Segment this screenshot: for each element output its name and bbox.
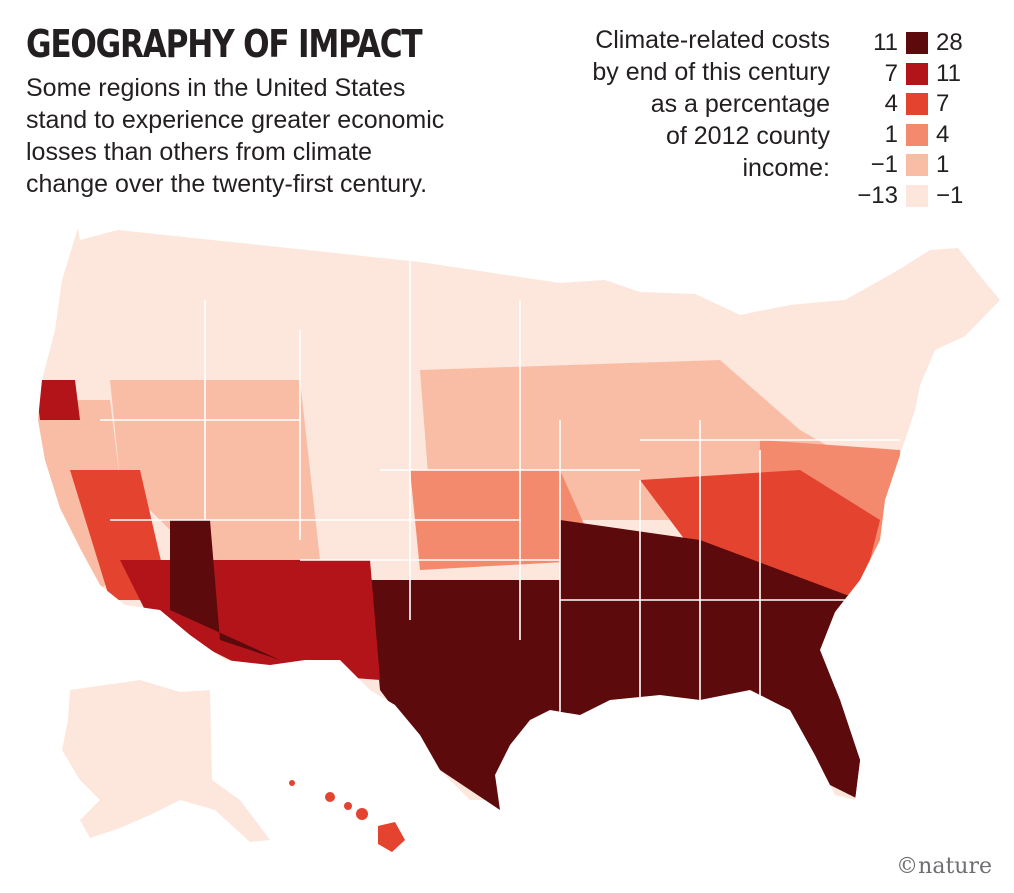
legend-high-value: 7: [936, 90, 950, 118]
state-borders: [100, 250, 900, 720]
subtitle-line: losses than others from climate: [26, 138, 372, 166]
subtitle-line: stand to experience greater economic: [26, 106, 445, 134]
subtitle: Some regions in the United States stand …: [26, 72, 526, 200]
legend-title-line: income:: [742, 154, 830, 182]
legend-swatch: [906, 154, 928, 177]
legend-row: −13 −1: [848, 181, 1008, 212]
map-region: [170, 520, 280, 660]
subtitle-line: Some regions in the United States: [26, 74, 406, 102]
map-region: [378, 822, 405, 852]
map-region: [289, 780, 295, 786]
legend-low-value: 11: [873, 29, 898, 57]
legend-title-line: Climate-related costs: [595, 26, 830, 54]
legend-low-value: 1: [884, 120, 898, 148]
legend-title: Climate-related costs by end of this cen…: [592, 24, 830, 184]
nature-credit: ©nature: [896, 854, 992, 879]
map-region: [370, 580, 570, 810]
page-title: GEOGRAPHY OF IMPACT: [26, 22, 423, 66]
hawaii-islands: [289, 780, 405, 852]
subtitle-line: change over the twenty-first century.: [26, 170, 428, 198]
legend-swatch: [906, 62, 928, 85]
map-region: [760, 680, 860, 800]
legend-swatch: [906, 32, 928, 55]
map-region: [62, 680, 270, 842]
legend-row: 11 28: [848, 28, 1008, 59]
legend-row: −1 1: [848, 150, 1008, 181]
legend: 11 28 7 11 4 7 1 4 −1 1 −13 −1: [848, 28, 1008, 211]
map-region: [344, 802, 352, 810]
map-region: [110, 380, 320, 560]
legend-low-value: 7: [884, 59, 898, 87]
legend-row: 7 11: [848, 59, 1008, 90]
legend-low-value: −1: [870, 151, 898, 179]
legend-low-value: 4: [884, 90, 898, 118]
legend-swatch: [906, 123, 928, 146]
legend-low-value: −13: [857, 181, 898, 209]
legend-high-value: −1: [936, 181, 964, 209]
legend-row: 4 7: [848, 89, 1008, 120]
legend-title-line: of 2012 county: [665, 122, 830, 150]
legend-high-value: 4: [936, 120, 950, 148]
map-region: [120, 560, 380, 680]
map-region: [38, 380, 80, 420]
legend-high-value: 1: [936, 151, 950, 179]
map-region: [356, 808, 368, 820]
legend-high-value: 28: [936, 29, 963, 57]
legend-title-line: by end of this century: [592, 58, 830, 86]
legend-row: 1 4: [848, 120, 1008, 151]
map-region: [325, 792, 335, 802]
legend-swatch: [906, 184, 928, 207]
legend-title-line: as a percentage: [650, 90, 830, 118]
legend-swatch: [906, 93, 928, 116]
legend-high-value: 11: [936, 59, 961, 87]
